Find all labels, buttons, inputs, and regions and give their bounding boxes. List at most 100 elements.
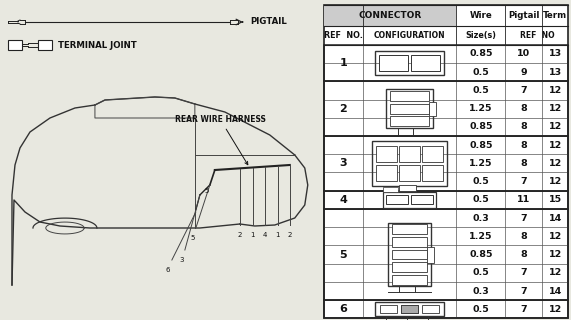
Bar (324, 45, 569, 81)
Text: CONNECTOR: CONNECTOR (358, 11, 421, 20)
Text: REAR WIRE HARNESS: REAR WIRE HARNESS (175, 115, 266, 165)
Text: 0.85: 0.85 (469, 49, 493, 59)
Text: 10: 10 (517, 49, 530, 59)
Bar (386, 90, 433, 128)
Bar (386, 195, 408, 204)
Text: 2: 2 (238, 232, 242, 238)
Bar (401, 306, 418, 313)
Text: 1.25: 1.25 (469, 232, 493, 241)
Text: 8: 8 (520, 122, 527, 132)
Bar (324, 209, 569, 300)
Text: 0.5: 0.5 (472, 305, 489, 314)
Text: 7: 7 (520, 86, 527, 95)
Text: 0.5: 0.5 (472, 268, 489, 277)
Text: TERMINAL JOINT: TERMINAL JOINT (58, 41, 136, 50)
Text: 14: 14 (549, 286, 562, 296)
Bar (399, 185, 416, 191)
Text: 7: 7 (520, 268, 527, 277)
Text: 1.25: 1.25 (469, 159, 493, 168)
Text: Pigtail: Pigtail (508, 11, 540, 20)
Bar (383, 192, 436, 208)
Text: 8: 8 (520, 250, 527, 259)
Text: 3: 3 (180, 257, 184, 263)
Text: 0.85: 0.85 (469, 250, 493, 259)
Text: 6: 6 (339, 304, 347, 314)
Text: 2: 2 (288, 232, 292, 238)
Text: 1: 1 (251, 232, 255, 238)
Bar (38, 40, 52, 50)
Bar (391, 116, 429, 126)
Text: PIGTAIL: PIGTAIL (250, 18, 287, 27)
Text: 0.5: 0.5 (472, 177, 489, 186)
Bar (383, 187, 398, 192)
Bar (375, 302, 444, 316)
Bar (372, 141, 447, 186)
Text: 0.85: 0.85 (469, 140, 493, 150)
Bar (392, 250, 427, 260)
Bar (399, 146, 420, 162)
Bar (392, 237, 427, 247)
Text: Term: Term (543, 11, 568, 20)
Text: 12: 12 (549, 177, 562, 186)
Text: 4: 4 (339, 195, 347, 205)
Bar (422, 306, 439, 313)
Bar (324, 300, 569, 318)
Text: 7: 7 (520, 177, 527, 186)
Text: 8: 8 (520, 232, 527, 241)
Bar (411, 195, 433, 204)
Text: 11: 11 (517, 195, 530, 204)
Text: 8: 8 (520, 140, 527, 150)
Text: 14: 14 (549, 213, 562, 223)
Bar (324, 191, 569, 209)
Text: 0.5: 0.5 (472, 68, 489, 77)
Text: 6: 6 (166, 267, 170, 273)
Text: 8: 8 (520, 159, 527, 168)
Bar (8, 40, 22, 50)
Text: 12: 12 (549, 232, 562, 241)
Text: 0.5: 0.5 (472, 195, 489, 204)
Bar (391, 104, 429, 114)
Bar (427, 246, 434, 262)
Text: 0.3: 0.3 (472, 213, 489, 223)
Text: REF  NO.: REF NO. (324, 31, 363, 40)
Text: 13: 13 (549, 49, 562, 59)
Text: CONFIGURATION: CONFIGURATION (373, 31, 445, 40)
Text: 3: 3 (339, 158, 347, 168)
Text: 5: 5 (191, 235, 195, 241)
Text: 13: 13 (549, 68, 562, 77)
Text: 12: 12 (549, 250, 562, 259)
Text: 12: 12 (549, 305, 562, 314)
Bar (391, 91, 429, 101)
Text: 12: 12 (549, 159, 562, 168)
Text: 0.3: 0.3 (472, 286, 489, 296)
Bar (429, 101, 436, 116)
Text: 8: 8 (520, 104, 527, 113)
Bar (379, 55, 408, 71)
Bar (392, 275, 427, 285)
Bar (380, 306, 397, 313)
Bar (376, 146, 397, 162)
Text: 12: 12 (549, 104, 562, 113)
Bar (324, 5, 456, 26)
Bar (411, 55, 440, 71)
Text: 0.85: 0.85 (469, 122, 493, 132)
Text: 4: 4 (263, 232, 267, 238)
Text: 15: 15 (549, 195, 562, 204)
Text: 7: 7 (520, 286, 527, 296)
Text: 7: 7 (520, 213, 527, 223)
Bar (324, 136, 569, 191)
Bar (392, 224, 427, 234)
Bar (399, 165, 420, 181)
Text: 9: 9 (520, 68, 527, 77)
Text: Size(s): Size(s) (465, 31, 496, 40)
Bar (375, 51, 444, 75)
Text: 1: 1 (339, 58, 347, 68)
Text: REF  NO: REF NO (520, 31, 554, 40)
Text: 12: 12 (549, 86, 562, 95)
Bar (376, 165, 397, 181)
Bar (392, 262, 427, 272)
Text: Wire: Wire (469, 11, 492, 20)
Text: 1.25: 1.25 (469, 104, 493, 113)
Text: 7: 7 (520, 305, 527, 314)
Bar (401, 306, 418, 313)
